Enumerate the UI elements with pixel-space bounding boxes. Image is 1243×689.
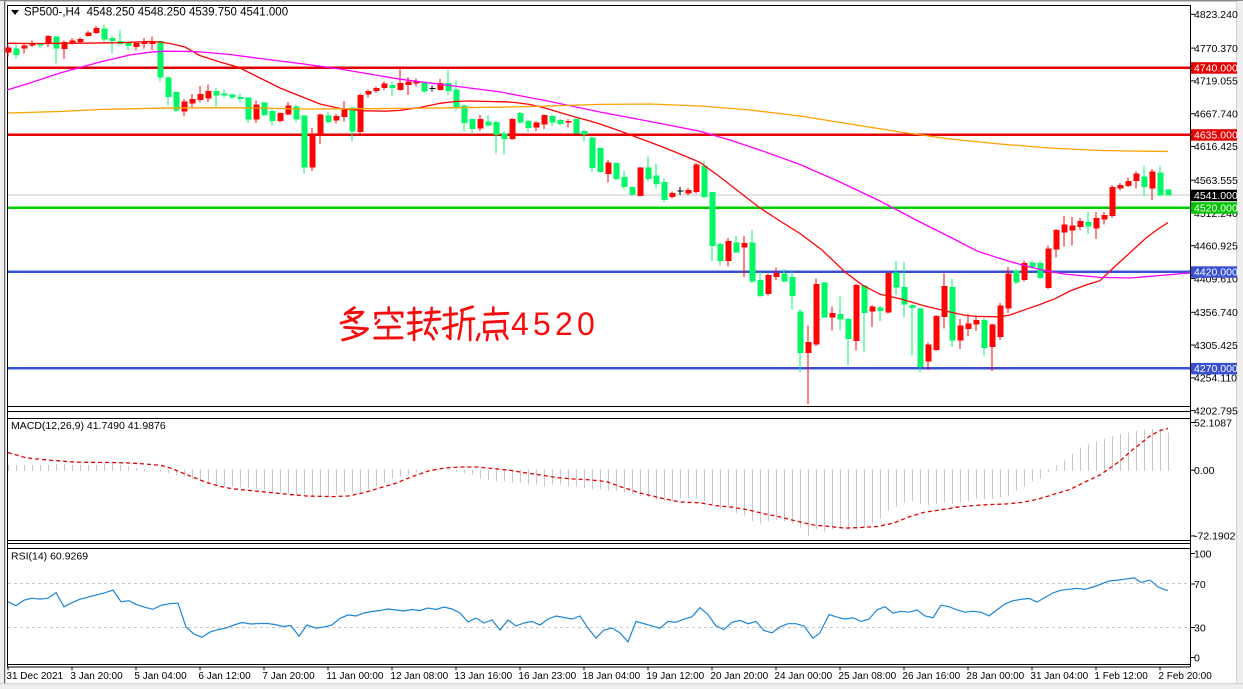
svg-text:28 Jan 00:00: 28 Jan 00:00 xyxy=(966,671,1024,682)
svg-text:24 Jan 00:00: 24 Jan 00:00 xyxy=(774,671,832,682)
svg-text:SP500-,H4 4548.250 4548.250 4: SP500-,H4 4548.250 4548.250 4539.750 454… xyxy=(24,7,288,19)
svg-text:13 Jan 16:00: 13 Jan 16:00 xyxy=(454,671,512,682)
svg-text:1 Feb 12:00: 1 Feb 12:00 xyxy=(1094,671,1148,682)
svg-text:4740.000: 4740.000 xyxy=(1194,63,1238,75)
svg-text:4635.000: 4635.000 xyxy=(1194,130,1238,142)
svg-text:4420.000: 4420.000 xyxy=(1194,267,1238,279)
svg-text:4460.925: 4460.925 xyxy=(1194,241,1238,253)
svg-text:-72.1902: -72.1902 xyxy=(1194,531,1236,543)
svg-text:MACD(12,26,9) 41.7490 41.9876: MACD(12,26,9) 41.7490 41.9876 xyxy=(11,420,166,432)
svg-text:0: 0 xyxy=(1194,652,1200,664)
svg-text:52.1087: 52.1087 xyxy=(1194,417,1232,429)
svg-text:4202.795: 4202.795 xyxy=(1194,405,1238,417)
svg-text:12 Jan 08:00: 12 Jan 08:00 xyxy=(390,671,448,682)
svg-text:3 Jan 20:00: 3 Jan 20:00 xyxy=(70,671,123,682)
svg-text:5 Jan 04:00: 5 Jan 04:00 xyxy=(134,671,187,682)
svg-text:4770.370: 4770.370 xyxy=(1194,43,1238,55)
svg-text:4520: 4520 xyxy=(511,306,599,342)
svg-text:31 Jan 04:00: 31 Jan 04:00 xyxy=(1030,671,1088,682)
svg-text:70: 70 xyxy=(1194,579,1206,591)
svg-text:4270.000: 4270.000 xyxy=(1194,363,1238,375)
svg-text:4616.425: 4616.425 xyxy=(1194,141,1238,153)
svg-text:30: 30 xyxy=(1194,622,1206,634)
svg-text:20 Jan 20:00: 20 Jan 20:00 xyxy=(710,671,768,682)
svg-text:11 Jan 00:00: 11 Jan 00:00 xyxy=(326,671,384,682)
svg-text:7 Jan 20:00: 7 Jan 20:00 xyxy=(262,671,315,682)
svg-text:6 Jan 12:00: 6 Jan 12:00 xyxy=(198,671,251,682)
svg-text:RSI(14) 60.9269: RSI(14) 60.9269 xyxy=(11,551,88,563)
svg-text:4356.740: 4356.740 xyxy=(1194,307,1238,319)
svg-text:0.00: 0.00 xyxy=(1194,465,1215,477)
svg-text:19 Jan 12:00: 19 Jan 12:00 xyxy=(646,671,704,682)
svg-text:100: 100 xyxy=(1194,548,1212,560)
svg-text:4563.555: 4563.555 xyxy=(1194,175,1238,187)
svg-text:4719.055: 4719.055 xyxy=(1194,76,1238,88)
svg-text:16 Jan 23:00: 16 Jan 23:00 xyxy=(518,671,576,682)
svg-text:4520.000: 4520.000 xyxy=(1194,203,1238,215)
svg-text:25 Jan 08:00: 25 Jan 08:00 xyxy=(838,671,896,682)
svg-text:26 Jan 16:00: 26 Jan 16:00 xyxy=(902,671,960,682)
svg-text:4541.000: 4541.000 xyxy=(1194,190,1238,202)
svg-text:2 Feb 20:00: 2 Feb 20:00 xyxy=(1158,671,1212,682)
svg-text:31 Dec 2021: 31 Dec 2021 xyxy=(6,671,63,682)
svg-text:4254.110: 4254.110 xyxy=(1194,373,1237,385)
svg-text:4823.240: 4823.240 xyxy=(1194,9,1238,21)
svg-text:4667.740: 4667.740 xyxy=(1194,108,1238,120)
svg-text:4305.425: 4305.425 xyxy=(1194,340,1238,352)
svg-text:18 Jan 04:00: 18 Jan 04:00 xyxy=(582,671,640,682)
